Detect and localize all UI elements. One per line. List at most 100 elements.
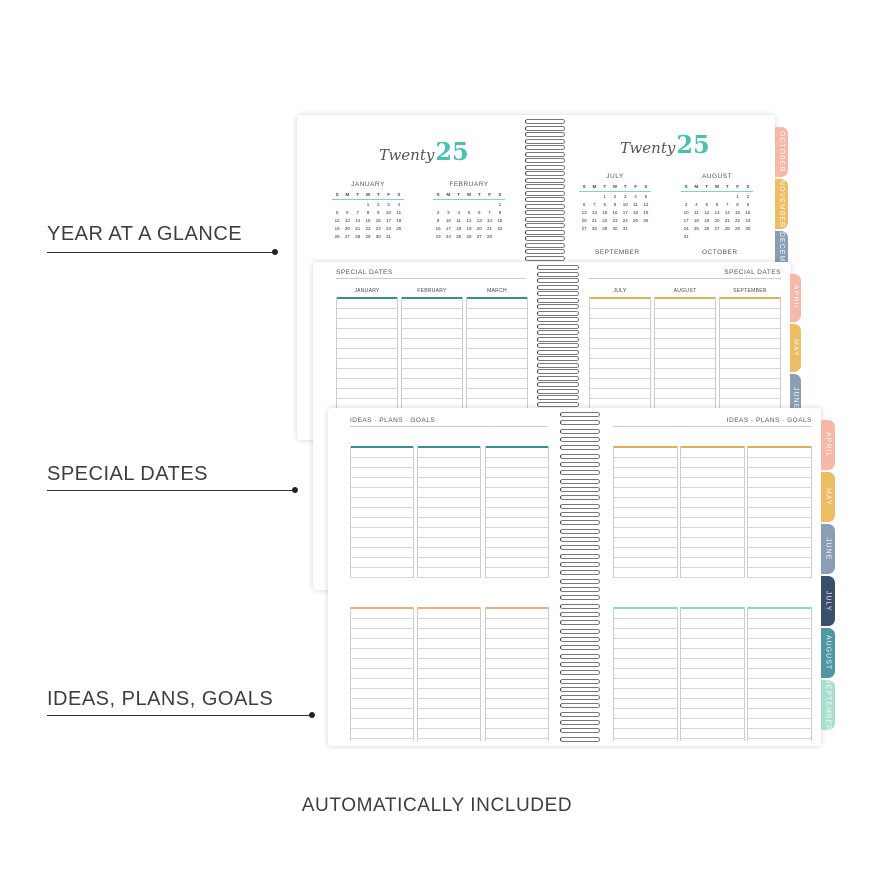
column-accent-bar [337, 297, 397, 299]
list-column [747, 607, 812, 741]
day-cell: 27 [581, 226, 587, 231]
day-cell: 18 [693, 218, 699, 223]
column-accent-bar [748, 607, 811, 609]
writing-lines[interactable] [748, 609, 811, 741]
tab-october[interactable]: OCTOBER [775, 127, 788, 177]
writing-lines[interactable] [351, 609, 413, 741]
day-cell: 19 [704, 218, 710, 223]
tab-august[interactable]: AUGUST [821, 628, 835, 678]
weekday-label: T [477, 192, 481, 197]
column-header: AUGUST [673, 288, 697, 294]
spiral-coil [537, 291, 579, 297]
writing-lines[interactable] [614, 609, 677, 741]
spiral-coil [525, 164, 565, 170]
spiral-coil [537, 317, 579, 323]
spiral-coil [525, 210, 565, 216]
day-cell: 2 [436, 210, 440, 215]
tab-june[interactable]: JUNE [790, 374, 801, 422]
writing-lines[interactable] [337, 299, 397, 409]
spiral-coil [560, 578, 600, 584]
tab-label: JUNE [792, 386, 799, 410]
day-cell: 7 [488, 210, 491, 215]
day-cell: 15 [602, 210, 608, 215]
day-cell: 1 [736, 194, 739, 199]
spiral-coil [525, 255, 565, 261]
writing-lines[interactable] [402, 299, 462, 409]
day-cell: 4 [457, 210, 460, 215]
date-grid: 1 2 3 4 5 6 7 8 9 10 11 12 13 14 15 16 17 18 19 20 21 22 23 24 2… [332, 202, 404, 239]
day-cell: 4 [397, 202, 401, 207]
spiral-coil [560, 528, 600, 534]
day-cell: 20 [581, 218, 587, 223]
column-header: MARCH [487, 288, 507, 294]
tab-june[interactable]: JUNE [821, 524, 835, 574]
day-cell: 22 [497, 226, 503, 231]
weekday-label: S [498, 192, 502, 197]
tab-april[interactable]: APRIL [821, 420, 835, 470]
writing-lines[interactable] [614, 448, 677, 578]
day-cell: 21 [591, 218, 597, 223]
tab-label: APRIL [824, 432, 832, 458]
spiral-coil [537, 323, 579, 329]
day-cell: 25 [693, 226, 699, 231]
spiral-coil [560, 478, 600, 484]
spiral-binding [560, 412, 600, 742]
tab-september[interactable]: SEPTEMBER [821, 679, 835, 731]
writing-lines[interactable] [467, 299, 527, 409]
column-accent-bar [418, 607, 480, 609]
day-cell: 23 [375, 226, 381, 231]
list-column [613, 607, 678, 741]
spiral-coil [560, 595, 600, 601]
day-cell: 16 [375, 218, 381, 223]
column-accent-bar [681, 607, 744, 609]
writing-lines[interactable] [418, 609, 480, 741]
tab-november[interactable]: NOVEMBER [775, 179, 788, 229]
day-cell: 11 [456, 218, 462, 223]
writing-lines[interactable] [351, 448, 413, 578]
writing-lines[interactable] [418, 448, 480, 578]
leader-line [47, 252, 275, 253]
day-cell: 30 [375, 234, 381, 239]
spiral-coil [537, 401, 579, 407]
writing-lines[interactable] [748, 448, 811, 578]
writing-lines[interactable] [681, 448, 744, 578]
blank-day [353, 202, 363, 207]
weekday-label: W [714, 184, 720, 189]
tab-may[interactable]: MAY [790, 324, 801, 372]
spiral-coil [537, 375, 579, 381]
weekday-label: S [436, 192, 440, 197]
writing-lines[interactable] [681, 609, 744, 741]
spiral-coil [560, 720, 600, 726]
day-cell: 24 [683, 226, 689, 231]
writing-lines[interactable] [486, 609, 548, 741]
tab-july[interactable]: JULY [821, 576, 835, 626]
day-cell: 15 [497, 218, 503, 223]
blank-day [589, 194, 599, 199]
spiral-coil [560, 603, 600, 609]
spiral-coil [560, 436, 600, 442]
column-accent-bar [486, 607, 548, 609]
column-accent-bar [351, 607, 413, 609]
tab-may[interactable]: MAY [821, 472, 835, 522]
day-cell: 29 [735, 226, 741, 231]
writing-lines[interactable] [720, 299, 780, 409]
day-cell: 11 [633, 202, 638, 207]
spiral-coil [560, 695, 600, 701]
day-cell: 1 [366, 202, 370, 207]
spiral-coil [525, 119, 565, 124]
spiral-coil [560, 511, 600, 517]
spiral-binding [537, 265, 579, 407]
writing-lines[interactable] [655, 299, 715, 409]
tab-april[interactable]: APRIL [790, 274, 801, 322]
writing-lines[interactable] [590, 299, 650, 409]
list-column [417, 607, 481, 741]
tab-label: MAY [824, 488, 832, 506]
day-cell: 28 [355, 234, 361, 239]
spiral-coil [525, 125, 565, 131]
day-cell: 3 [447, 210, 450, 215]
spiral-coil [560, 736, 600, 742]
list-column: MARCH [466, 288, 528, 409]
writing-lines[interactable] [486, 448, 548, 578]
day-cell: 29 [365, 234, 371, 239]
